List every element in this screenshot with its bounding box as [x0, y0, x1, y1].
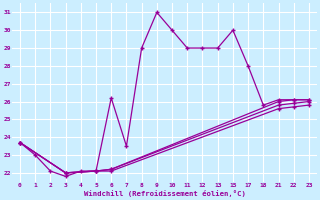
X-axis label: Windchill (Refroidissement éolien,°C): Windchill (Refroidissement éolien,°C): [84, 190, 245, 197]
